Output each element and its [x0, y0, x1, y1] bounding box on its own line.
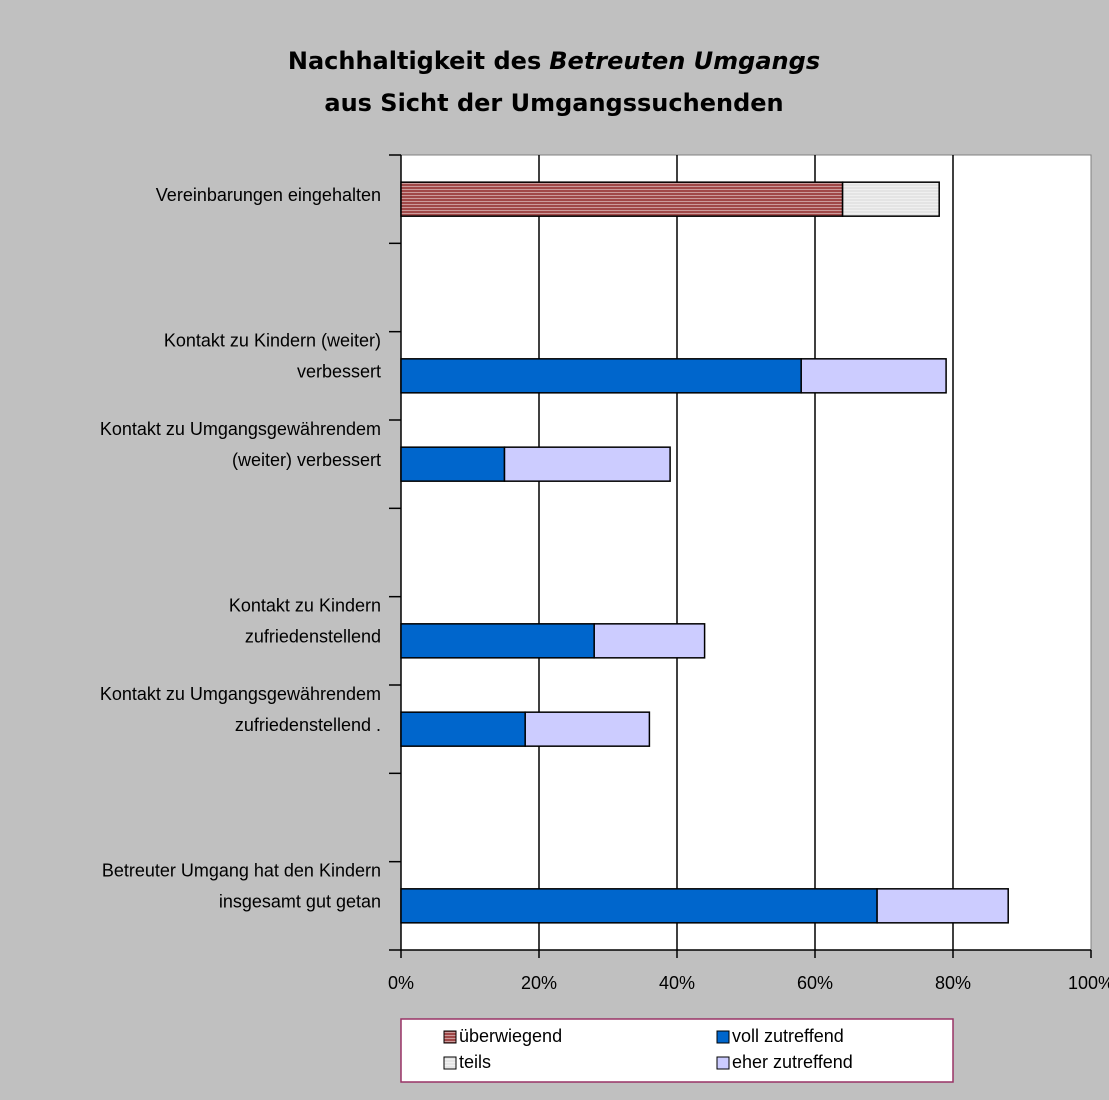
- x-tick-label: 100%: [1068, 973, 1109, 993]
- y-tick-label: verbessert: [297, 362, 381, 382]
- y-tick-label: zufriedenstellend .: [235, 715, 381, 735]
- y-tick-label: zufriedenstellend: [245, 627, 381, 647]
- chart-title: Nachhaltigkeit des Betreuten Umgangs: [288, 47, 820, 75]
- plot-area: [400, 154, 1092, 951]
- y-tick-label: Vereinbarungen eingehalten: [156, 185, 381, 205]
- chart-title: aus Sicht der Umgangssuchenden: [324, 89, 783, 117]
- bar: [841, 181, 940, 217]
- title-part: aus Sicht der Umgangssuchenden: [324, 89, 783, 117]
- y-tick-label: insgesamt gut getan: [219, 892, 381, 912]
- bar: [400, 358, 802, 394]
- bar: [800, 358, 947, 394]
- legend-label: eher zutreffend: [732, 1052, 853, 1072]
- legend-box: [400, 1018, 954, 1083]
- legend-label: überwiegend: [459, 1026, 562, 1046]
- y-tick-label: Kontakt zu Kindern (weiter): [164, 331, 381, 351]
- legend-label: voll zutreffend: [732, 1026, 844, 1046]
- bar: [400, 888, 878, 924]
- legend-swatch: [716, 1056, 730, 1070]
- x-tick-label: 80%: [935, 973, 971, 993]
- title-part: Betreuten Umgangs: [549, 47, 820, 75]
- y-tick-label: Kontakt zu Kindern: [229, 596, 381, 616]
- y-tick-label: Kontakt zu Umgangsgewährendem: [100, 419, 381, 439]
- legend-label: teils: [459, 1052, 491, 1072]
- legend-swatch: [443, 1056, 457, 1070]
- bar: [876, 888, 1009, 924]
- bar: [400, 711, 526, 747]
- bar: [400, 181, 844, 217]
- x-tick-label: 0%: [388, 973, 414, 993]
- bar: [400, 623, 595, 659]
- x-tick-label: 40%: [659, 973, 695, 993]
- y-tick-label: Betreuter Umgang hat den Kindern: [102, 861, 381, 881]
- bar: [400, 446, 506, 482]
- legend-swatch: [443, 1030, 457, 1044]
- bar: [593, 623, 706, 659]
- bar: [524, 711, 651, 747]
- y-tick-label: (weiter) verbessert: [232, 450, 381, 470]
- title-part: Nachhaltigkeit des: [288, 47, 541, 75]
- x-tick-label: 20%: [521, 973, 557, 993]
- x-tick-label: 60%: [797, 973, 833, 993]
- bar: [503, 446, 671, 482]
- legend-swatch: [716, 1030, 730, 1044]
- y-tick-label: Kontakt zu Umgangsgewährendem: [100, 684, 381, 704]
